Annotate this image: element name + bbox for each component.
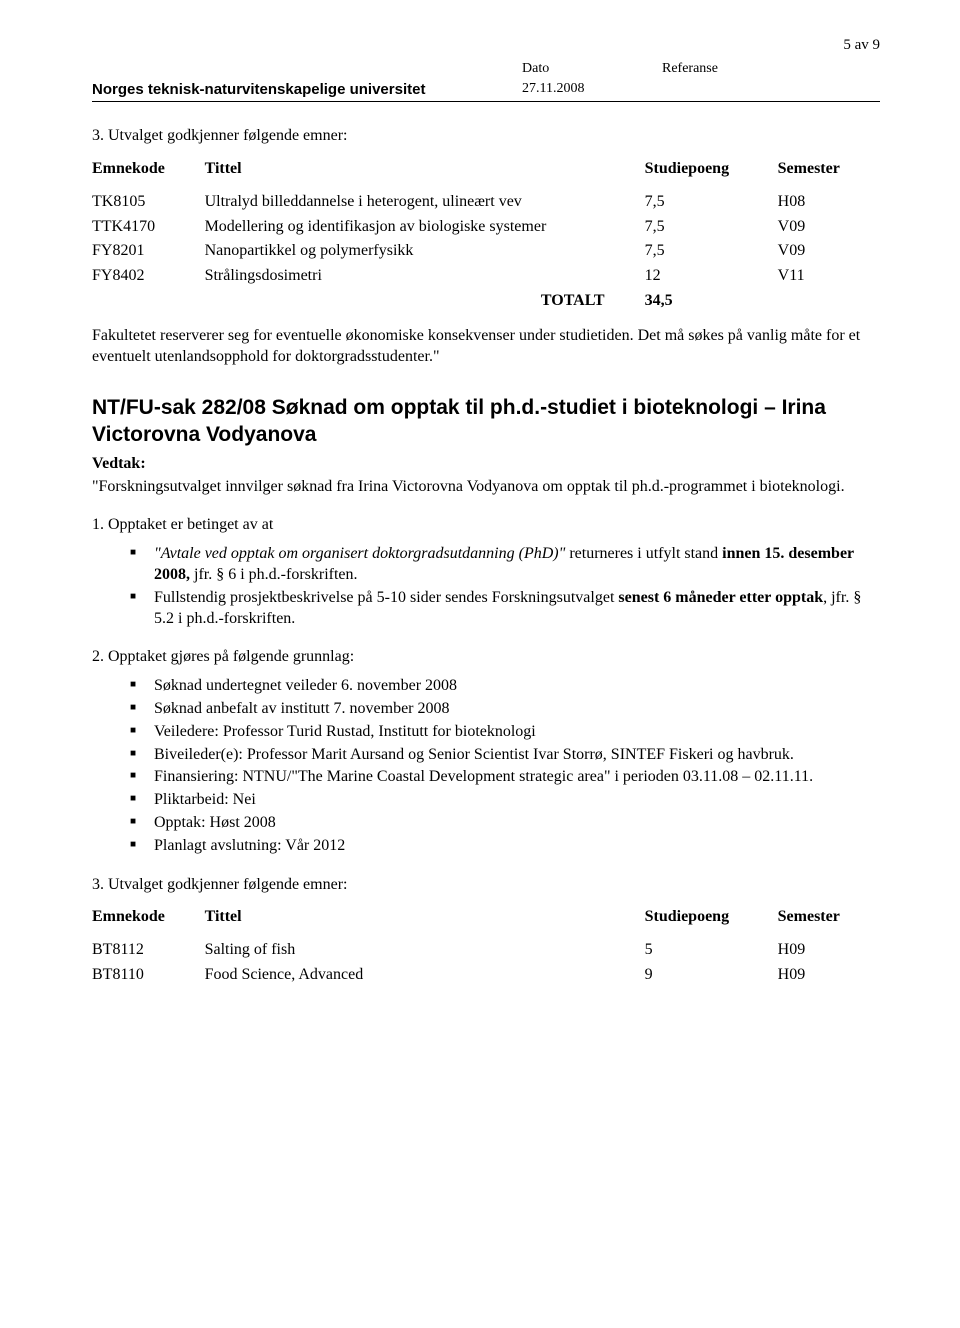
page-number: 5 av 9: [92, 36, 880, 56]
list-item: Søknad undertegnet veileder 6. november …: [130, 676, 880, 697]
cell-code: TTK4170: [92, 215, 205, 240]
b1-italic: "Avtale ved opptak om organisert doktorg…: [154, 545, 565, 562]
total-label: TOTALT: [205, 289, 645, 314]
b2-bold: senest 6 måneder etter opptak: [618, 589, 823, 606]
cell-code: FY8201: [92, 239, 205, 264]
cell-sp: 12: [645, 264, 778, 289]
table-header-row: Emnekode Tittel Studiepoeng Semester: [92, 903, 880, 938]
cell-sp: 9: [645, 963, 778, 988]
th-title: Tittel: [205, 155, 645, 190]
b2-pre: Fullstendig prosjektbeskrivelse på 5-10 …: [154, 589, 618, 606]
cell-title: Modellering og identifikasjon av biologi…: [205, 215, 645, 240]
table-total-row: TOTALT 34,5: [92, 289, 880, 314]
total-value: 34,5: [645, 289, 778, 314]
referanse-label: Referanse: [662, 60, 880, 78]
cell-sem: H09: [778, 938, 880, 963]
b1-tail: jfr. § 6 i ph.d.-forskriften.: [190, 566, 358, 583]
section-heading: NT/FU-sak 282/08 Søknad om opptak til ph…: [92, 395, 880, 448]
intro-line: 3. Utvalget godkjenner følgende emner:: [92, 126, 880, 147]
table-header-row: Emnekode Tittel Studiepoeng Semester: [92, 155, 880, 190]
list-item: Pliktarbeid: Nei: [130, 790, 880, 811]
header-ref-value: [662, 80, 880, 100]
table-row: BT8112 Salting of fish 5 H09: [92, 938, 880, 963]
list-item: Planlagt avslutning: Vår 2012: [130, 836, 880, 857]
cell-code: FY8402: [92, 264, 205, 289]
dato-label: Dato: [522, 60, 662, 78]
table-row: FY8402 Strålingsdosimetri 12 V11: [92, 264, 880, 289]
th-sp: Studiepoeng: [645, 903, 778, 938]
th-sem: Semester: [778, 155, 880, 190]
header-date: 27.11.2008: [522, 80, 662, 100]
th-code: Emnekode: [92, 903, 205, 938]
list-item: Fullstendig prosjektbeskrivelse på 5-10 …: [130, 588, 880, 630]
cell-sp: 7,5: [645, 215, 778, 240]
cell-sem: V11: [778, 264, 880, 289]
cell-sp: 5: [645, 938, 778, 963]
cell-sem: H08: [778, 190, 880, 215]
institution-name: Norges teknisk-naturvitenskapelige unive…: [92, 80, 522, 100]
section1-lead: 1. Opptaket er betinget av at: [92, 515, 880, 536]
vedtak-label: Vedtak:: [92, 454, 880, 475]
list-item: Veiledere: Professor Turid Rustad, Insti…: [130, 722, 880, 743]
vedtak-text: "Forskningsutvalget innvilger søknad fra…: [92, 477, 880, 498]
table-row: BT8110 Food Science, Advanced 9 H09: [92, 963, 880, 988]
cell-code: BT8110: [92, 963, 205, 988]
th-sp: Studiepoeng: [645, 155, 778, 190]
section3-lead: 3. Utvalget godkjenner følgende emner:: [92, 875, 880, 896]
cell-title: Food Science, Advanced: [205, 963, 645, 988]
list-item: Finansiering: NTNU/"The Marine Coastal D…: [130, 767, 880, 788]
course-table-1: Emnekode Tittel Studiepoeng Semester TK8…: [92, 155, 880, 314]
cell-sem: H09: [778, 963, 880, 988]
cell-title: Ultralyd billeddannelse i heterogent, ul…: [205, 190, 645, 215]
list-item: Søknad anbefalt av institutt 7. november…: [130, 699, 880, 720]
b1-mid: returneres i utfylt stand: [565, 545, 722, 562]
list-item: "Avtale ved opptak om organisert doktorg…: [130, 544, 880, 586]
cell-title: Salting of fish: [205, 938, 645, 963]
cell-title: Nanopartikkel og polymerfysikk: [205, 239, 645, 264]
table-row: TK8105 Ultralyd billeddannelse i heterog…: [92, 190, 880, 215]
section2-list: Søknad undertegnet veileder 6. november …: [130, 676, 880, 856]
faculty-note: Fakultetet reserverer seg for eventuelle…: [92, 326, 880, 368]
list-item: Opptak: Høst 2008: [130, 813, 880, 834]
th-title: Tittel: [205, 903, 645, 938]
cell-sp: 7,5: [645, 239, 778, 264]
th-sem: Semester: [778, 903, 880, 938]
header-spacer: [92, 60, 522, 78]
table-row: FY8201 Nanopartikkel og polymerfysikk 7,…: [92, 239, 880, 264]
section2-lead: 2. Opptaket gjøres på følgende grunnlag:: [92, 647, 880, 668]
list-item: Biveileder(e): Professor Marit Aursand o…: [130, 745, 880, 766]
cell-sem: V09: [778, 239, 880, 264]
course-table-2: Emnekode Tittel Studiepoeng Semester BT8…: [92, 903, 880, 987]
th-code: Emnekode: [92, 155, 205, 190]
cell-code: BT8112: [92, 938, 205, 963]
cell-sem: V09: [778, 215, 880, 240]
cell-title: Strålingsdosimetri: [205, 264, 645, 289]
cell-sp: 7,5: [645, 190, 778, 215]
table-row: TTK4170 Modellering og identifikasjon av…: [92, 215, 880, 240]
cell-code: TK8105: [92, 190, 205, 215]
section1-list: "Avtale ved opptak om organisert doktorg…: [130, 544, 880, 629]
